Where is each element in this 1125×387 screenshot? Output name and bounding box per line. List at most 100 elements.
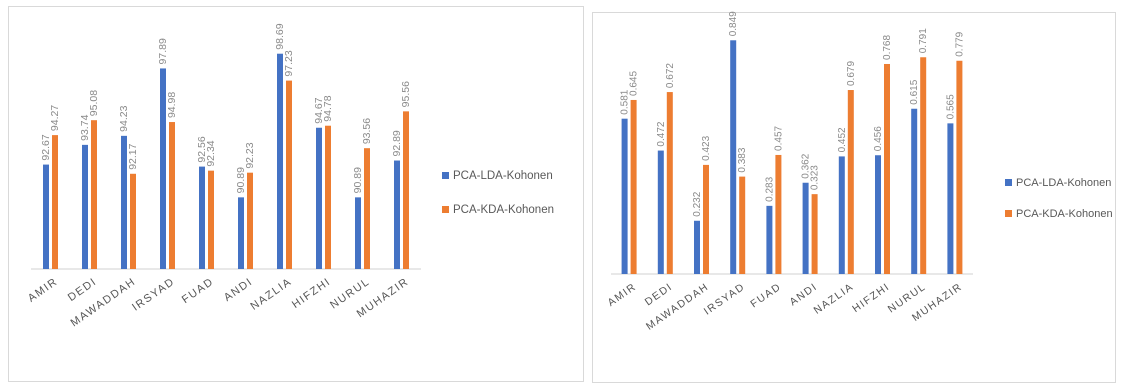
value-label: 94.78 [322,95,334,121]
value-label: 0.472 [656,121,667,146]
value-label: 0.452 [837,127,848,152]
value-label: 0.283 [764,176,775,201]
bar-lda-muhazir [947,123,954,274]
value-label: 0.672 [665,63,676,88]
legend-swatch-lda [442,172,449,179]
category-label: IRSYAD [130,276,177,314]
category-label: MAWADDAH [69,276,139,330]
bar-kda-irsyad [169,122,175,269]
bar-lda-dedi [82,144,88,269]
bar-kda-amir [630,99,637,275]
bar-kda-muhazir [403,111,409,269]
chart-panel-right: 0.581 0.472 0.232 0.849 0.283 0.362 0.452 0.456… [592,11,1116,383]
value-label: 95.56 [400,81,412,107]
legend-label-kda: PCA-KDA-Kohonen [453,204,554,216]
legend-swatch-kda [442,206,449,213]
legend-swatch-kda [1005,210,1012,217]
value-label: 92.23 [244,142,256,168]
category-label: ANDI [222,276,255,304]
chart-left: 92.67 93.74 94.23 97.89 92.56 90.89 98.69 94.67… [26,23,554,330]
bar-kda-nazlia [847,90,854,274]
bar-kda-dedi [91,120,97,270]
bar-lda-nurul [911,108,918,274]
value-label: 0.791 [918,28,929,53]
value-label: 0.423 [701,135,712,160]
value-label: 94.98 [166,92,178,118]
value-label: 0.323 [810,165,821,190]
legend-label-lda: PCA-LDA-Kohonen [453,170,553,182]
bar-lda-muhazir [394,160,400,269]
value-label: 0.768 [882,35,893,60]
value-label: 93.74 [79,114,91,140]
value-label: 97.89 [157,38,169,64]
bar-lda-nazlia [277,53,283,269]
bar-kda-fuad [775,154,782,274]
category-label: FUAD [748,281,783,311]
bar-kda-andi [247,172,253,269]
category-label: HIFZHI [850,281,892,315]
legend-label-kda: PCA-KDA-Kohonen [1016,208,1113,220]
bar-kda-amir [52,135,58,269]
value-label: 0.456 [873,126,884,151]
bar-lda-nazlia [838,156,845,274]
bar-lda-andi [238,197,244,269]
value-label: 0.581 [620,89,631,114]
value-label: 0.679 [846,61,857,86]
chart-panel-left: 92.67 93.74 94.23 97.89 92.56 90.89 98.69 94.67… [8,6,584,382]
value-label: 94.27 [49,105,61,131]
category-label: FUAD [180,276,216,306]
category-label: NAZLIA [812,281,856,317]
category-label: HIFZHI [290,276,333,311]
value-label: 92.17 [127,143,139,169]
bar-lda-nurul [355,197,361,269]
bar-lda-fuad [766,205,773,274]
value-label: 92.56 [196,136,208,162]
value-label: 94.23 [118,105,130,131]
value-label: 98.69 [274,23,286,49]
bar-lda-fuad [199,166,205,269]
category-label: NAZLIA [248,276,294,313]
value-label: 0.362 [801,153,812,178]
value-label: 92.67 [40,134,52,160]
value-label: 0.645 [629,70,640,95]
bar-kda-muhazir [956,60,963,274]
bar-lda-irsyad [160,68,166,269]
bar-lda-hifzhi [875,155,881,274]
bar-kda-hifzhi [884,63,890,274]
bar-kda-mawaddah [703,164,709,274]
value-label: 0.565 [945,94,956,119]
value-label: 93.56 [361,118,373,144]
chart-right: 0.581 0.472 0.232 0.849 0.283 0.362 0.452 0.456… [606,11,1113,333]
bar-kda-irsyad [739,176,746,274]
bar-kda-fuad [208,170,214,269]
value-label: 92.34 [205,140,217,166]
value-label: 0.779 [954,31,965,56]
legend-label-lda: PCA-LDA-Kohonen [1016,177,1111,189]
value-label: 94.67 [313,97,325,123]
value-label: 0.383 [737,147,748,172]
bar-kda-dedi [666,92,673,274]
bar-lda-amir [43,164,49,269]
value-label: 0.615 [909,79,920,104]
category-label: DEDI [66,276,99,304]
bar-lda-mawaddah [121,135,127,269]
value-label: 0.849 [728,11,739,36]
bar-kda-hifzhi [325,125,331,270]
bar-kda-mawaddah [130,173,136,269]
category-label: MAWADDAH [644,281,711,333]
value-label: 90.89 [235,167,247,193]
category-label: AMIR [606,281,639,309]
bar-kda-andi [811,194,818,274]
value-label: 97.23 [283,50,295,76]
bar-lda-amir [621,118,628,275]
category-label: AMIR [26,276,60,305]
value-label: 0.232 [692,191,703,216]
category-label: IRSYAD [702,281,748,318]
bar-lda-hifzhi [316,127,322,269]
bar-lda-irsyad [730,40,737,275]
bar-kda-nurul [364,148,370,269]
value-label: 0.457 [773,125,784,150]
value-label: 92.89 [391,130,403,156]
value-label: 90.89 [352,167,364,193]
bar-kda-nurul [920,57,927,274]
